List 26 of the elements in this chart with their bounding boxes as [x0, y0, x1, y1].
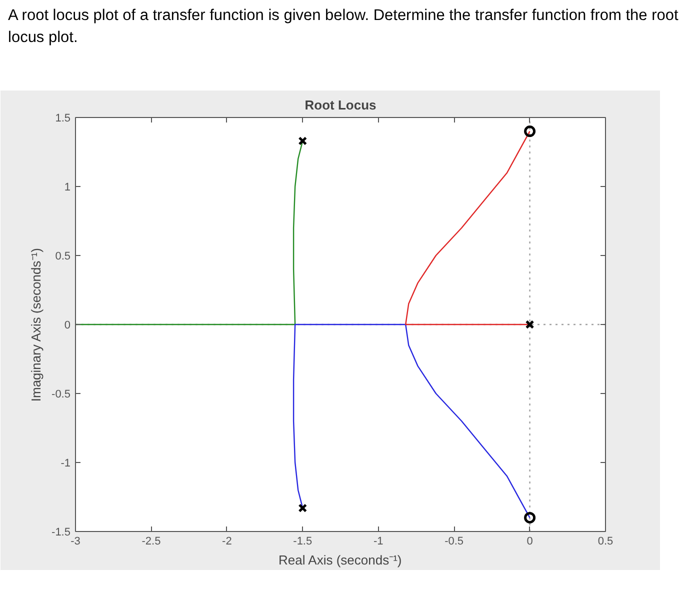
point: [298, 504, 308, 512]
x-tick-label: -0.5: [444, 536, 464, 548]
point: [524, 512, 536, 524]
y-tick-label: 1.5: [55, 112, 71, 124]
x-tick-label: -1.5: [293, 536, 312, 548]
y-tick-label: 0: [64, 320, 71, 332]
y-tick-label: 0.5: [55, 250, 71, 262]
x-tick-label: -3: [70, 536, 80, 548]
point: [525, 320, 534, 329]
y-tick-label: 1: [64, 182, 71, 194]
x-tick-label: -2.5: [142, 536, 161, 548]
x-tick-label: 0: [526, 536, 533, 548]
y-tick-label: -1: [60, 458, 70, 470]
line-series: [292, 324, 530, 518]
line-series: [405, 130, 530, 326]
y-tick-label: -0.5: [52, 388, 71, 400]
x-axis-title: Real Axis (seconds⁻¹): [278, 552, 402, 568]
x-tick-label: 0.5: [598, 536, 614, 548]
x-tick-label: -2: [222, 536, 232, 548]
point: [298, 136, 308, 146]
x-tick-label: -1: [373, 536, 384, 548]
y-tick-label: -1.5: [52, 526, 71, 538]
y-axis-title: Imaginary Axis (seconds⁻¹): [28, 248, 44, 402]
chart-title: Root Locus: [304, 98, 376, 112]
point: [524, 126, 536, 138]
text: A root locus plot of a transfer function is given below. Determine the transfer function from the root locus plot.: [8, 6, 680, 48]
